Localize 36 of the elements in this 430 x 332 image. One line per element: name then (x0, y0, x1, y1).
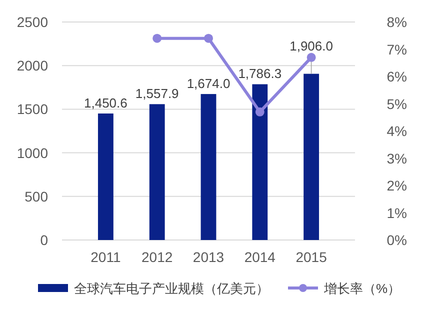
y2-tick-label: 2% (386, 178, 407, 194)
x-tick-label: 2012 (142, 249, 173, 265)
x-tick-label: 2011 (90, 249, 121, 265)
bar (149, 104, 165, 240)
data-label: 1,786.3 (238, 66, 282, 82)
y2-tick-label: 5% (386, 96, 407, 112)
bar (98, 114, 114, 240)
y-tick-label: 1500 (16, 101, 48, 118)
legend-label: 增长率（%） (323, 281, 401, 296)
data-label: 1,450.6 (84, 96, 128, 111)
x-tick-label: 2015 (296, 249, 328, 265)
y-tick-label: 0 (40, 232, 48, 248)
y2-tick-label: 8% (386, 14, 407, 30)
bar (252, 84, 268, 240)
y-tick-label: 2000 (16, 58, 48, 74)
y2-tick-label: 1% (386, 204, 407, 221)
x-tick-label: 2013 (192, 249, 224, 265)
point (255, 107, 264, 116)
data-label: 1,557.9 (135, 86, 179, 102)
y2-tick-label: 3% (386, 150, 407, 166)
y2-tick-label: 6% (386, 68, 407, 84)
y-tick-label: 2500 (16, 14, 48, 30)
point (204, 34, 213, 43)
data-label: 1,906.0 (290, 38, 333, 54)
y2-tick-label: 0% (386, 232, 407, 248)
bar (200, 94, 216, 240)
data-label: 1,674.0 (186, 76, 230, 92)
point (152, 34, 162, 43)
x-tick-label: 2014 (244, 249, 276, 265)
legend-label: 全球汽车电子产业规模（亿美元） (74, 281, 269, 296)
y2-tick-label: 4% (386, 123, 407, 139)
y-tick-label: 500 (24, 188, 48, 204)
y2-tick-label: 7% (386, 41, 407, 58)
bar (304, 74, 320, 240)
point (306, 52, 316, 62)
y-tick-label: 1000 (16, 144, 48, 161)
